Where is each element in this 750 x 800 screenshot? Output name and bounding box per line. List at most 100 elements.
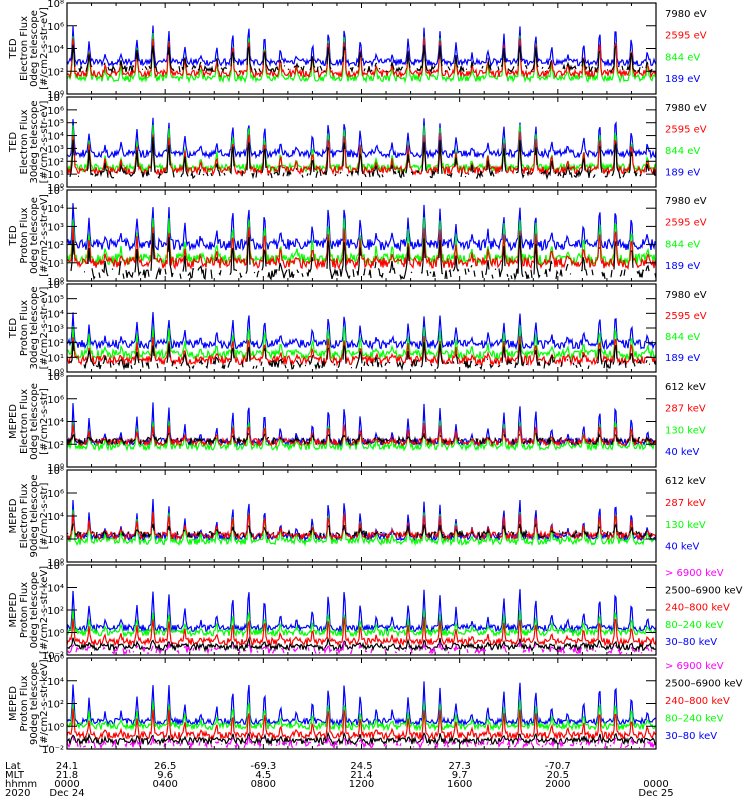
panel-2-ytick-label: 10¹: [47, 170, 64, 181]
panel-5-ytick-label: 10⁸: [47, 372, 64, 383]
panel-6-series-130-kev: [67, 510, 656, 545]
panel-7-legend-1: > 6900 keV: [665, 568, 724, 579]
panel-1-legend-1: 7980 eV: [665, 9, 707, 20]
panel-4-ytick-label: 10³: [47, 324, 64, 335]
panel-6-legend-4: 40 keV: [665, 542, 699, 553]
panel-5-legend-1: 612 keV: [665, 382, 706, 393]
panel-6-ytick-label: 10⁶: [47, 489, 64, 500]
panel-5-legend-3: 130 keV: [665, 425, 706, 436]
panel-1-legend-4: 189 eV: [665, 74, 700, 85]
panel-2-legend-1: 7980 eV: [665, 103, 707, 114]
panel-5-legend-2: 287 keV: [665, 404, 706, 415]
panel-1-ytick-label: 10⁸: [47, 0, 64, 10]
panel-6: MEPED Electron Flux 90deg telescope [#/cm2-…: [8, 466, 706, 569]
x-tick-hhmm-12h: 1200: [349, 780, 374, 790]
panel-7-legend-3: 240–800 keV: [665, 603, 730, 614]
panel-2-legend-2: 2595 eV: [665, 124, 707, 135]
panel-5-ylabel-line-1: MEPED: [8, 404, 19, 439]
panel-4-ytick-label: 10⁴: [47, 309, 64, 320]
panel-3-legend-3: 844 eV: [665, 239, 700, 250]
panel-5: MEPED Electron Flux 0deg telescope [#/cm2-s…: [8, 372, 706, 474]
x-tick-date-0h: Dec 24: [49, 789, 84, 799]
panel-4-legend-1: 7980 eV: [665, 290, 707, 301]
panel-7-ylabel-line-1: MEPED: [8, 592, 19, 627]
panel-4-legend-3: 844 eV: [665, 332, 700, 343]
row-label-year: 2020: [5, 789, 30, 799]
panels: TED Electron Flux 0deg telescope [#/cm2-s-s…: [8, 0, 743, 756]
panel-6-ytick-label: 10⁴: [47, 512, 64, 523]
panel-2-ytick-label: 10²: [47, 157, 64, 168]
panel-4-ytick-label: 10⁶: [47, 280, 64, 291]
panel-4-ytick-label: 10¹: [47, 353, 64, 364]
panel-6-frame: [67, 470, 656, 562]
panel-7-legend-4: 80–240 keV: [665, 620, 724, 631]
x-tick-hhmm-16h: 1600: [447, 780, 472, 790]
panel-1-legend-3: 844 eV: [665, 52, 700, 63]
panel-2-legend-3: 844 eV: [665, 146, 700, 157]
panel-4-ytick-label: 10⁵: [47, 295, 64, 306]
panel-7: MEPED Proton Flux 0deg telescope [#/cm2-s-s…: [8, 561, 743, 662]
panel-4-ytick-label: 10²: [47, 339, 64, 350]
panel-8-ytick-label: 10⁴: [47, 677, 64, 688]
panel-1: TED Electron Flux 0deg telescope [#/cm2-s-s…: [8, 0, 707, 101]
panel-7-ytick-label: 10²: [47, 606, 64, 617]
panel-3-ytick-label: 10³: [47, 222, 64, 233]
panel-8-legend-1: > 6900 keV: [665, 661, 724, 672]
panel-1-legend-2: 2595 eV: [665, 31, 707, 42]
panel-4-ylabel-line-1: TED: [8, 318, 19, 339]
panel-3-legend-4: 189 eV: [665, 261, 700, 272]
panel-6-legend-1: 612 keV: [665, 476, 706, 487]
panel-6-ytick-label: 10⁸: [47, 466, 64, 477]
panel-5-legend-4: 40 keV: [665, 447, 699, 458]
x-tick-hhmm-8h: 0800: [251, 780, 276, 790]
panel-2-ytick-label: 10⁷: [47, 93, 64, 104]
panel-8-legend-5: 30–80 keV: [665, 731, 717, 742]
panel-2-ylabel-line-1: TED: [8, 132, 19, 153]
panel-7-ytick-label: 10⁴: [47, 584, 64, 595]
panel-8-ylabel-line-1: MEPED: [8, 686, 19, 721]
panel-7-legend-5: 30–80 keV: [665, 637, 717, 648]
x-tick-date-24h: Dec 25: [638, 789, 673, 799]
panel-3-ytick-label: 10²: [47, 241, 64, 252]
panel-8-ytick-label: 10⁰: [47, 722, 64, 733]
panel-8-legend-2: 2500–6900 keV: [665, 679, 743, 690]
panel-3: TED Proton Flux 0deg telescope [#/cm2-s-str…: [8, 186, 707, 288]
panel-2-ytick-label: 10⁴: [47, 132, 64, 143]
panel-1-ytick-label: 10⁶: [47, 22, 64, 33]
panel-6-legend-3: 130 keV: [665, 520, 706, 531]
panel-8-legend-4: 80–240 keV: [665, 714, 724, 725]
panel-8-ytick-label: 10⁶: [47, 654, 64, 665]
panel-8: MEPED Proton Flux 90deg telescope [#/cm2-s-…: [8, 654, 743, 756]
panel-8-legend-3: 240–800 keV: [665, 696, 730, 707]
panel-6-ylabel-line-1: MEPED: [8, 498, 19, 533]
panel-1-ytick-label: 10²: [47, 67, 64, 78]
panel-5-ytick-label: 10⁶: [47, 395, 64, 406]
panel-3-legend-1: 7980 eV: [665, 196, 707, 207]
x-tick-hhmm-20h: 2000: [545, 780, 570, 790]
panel-6-legend-2: 287 keV: [665, 498, 706, 509]
panel-8-ytick-label: 10²: [47, 700, 64, 711]
panel-5-ytick-label: 10⁴: [47, 418, 64, 429]
panel-7-ytick-label: 10⁰: [47, 629, 64, 640]
panel-6-ytick-label: 10²: [47, 535, 64, 546]
panel-3-ytick-label: 10⁵: [47, 186, 64, 197]
panel-8-ytick-label: 10⁻²: [42, 745, 64, 756]
panel-5-ytick-label: 10²: [47, 440, 64, 451]
panel-3-legend-2: 2595 eV: [665, 218, 707, 229]
x-tick-hhmm-4h: 0400: [152, 780, 177, 790]
panel-2-ytick-label: 10⁶: [47, 106, 64, 117]
panel-4-legend-2: 2595 eV: [665, 311, 707, 322]
panel-1-ytick-label: 10⁴: [47, 45, 64, 56]
panel-5-frame: [67, 376, 656, 467]
panel-4: TED Proton Flux 30deg telescope [#/cm2-s-st…: [8, 280, 707, 379]
panel-2-ytick-label: 10³: [47, 144, 64, 155]
panel-7-ytick-label: 10⁶: [47, 561, 64, 572]
panel-2: TED Electron Flux 30deg telescope [#/cm2-s-…: [8, 93, 707, 194]
panel-3-ytick-label: 10¹: [47, 259, 64, 270]
panel-2-ytick-label: 10⁵: [47, 119, 64, 130]
panel-7-legend-2: 2500–6900 keV: [665, 585, 743, 596]
panel-2-legend-4: 189 eV: [665, 167, 700, 178]
panel-1-ylabel-line-1: TED: [8, 38, 19, 59]
panel-3-ytick-label: 10⁴: [47, 204, 64, 215]
